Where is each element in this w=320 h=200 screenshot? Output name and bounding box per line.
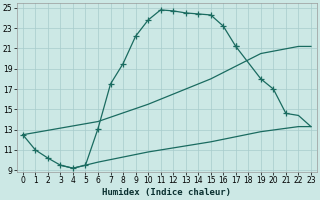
X-axis label: Humidex (Indice chaleur): Humidex (Indice chaleur) [102, 188, 231, 197]
